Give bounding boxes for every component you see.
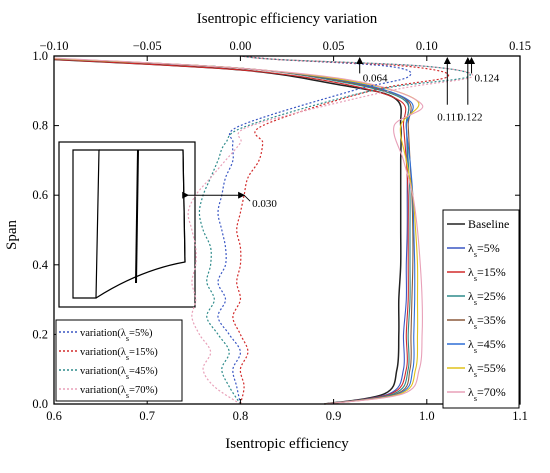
legend-variation-label-prefix: variation(λ [80,347,127,358]
legend-efficiency-label: λs=25% [468,289,506,307]
legend-variation-label: variation(λs=15%) [80,347,158,362]
legend-variation-label-sub: s [126,334,129,343]
legend-variation-label-prefix: variation(λ [80,328,127,339]
legend-efficiency-label-sub: s [474,274,477,283]
annotation-leader [243,194,251,202]
top-tick-label: −0.10 [40,39,69,53]
legend-variation-label-sub: s [126,353,129,362]
legend-efficiency-label: λs=45% [468,337,506,355]
legend-efficiency-label-suffix: =45% [477,337,506,351]
legend-variation-label-prefix: variation(λ [80,366,127,377]
y-axis-title: Span [4,220,20,251]
y-tick-label: 0.0 [32,397,48,411]
legend-efficiency-label-suffix: =70% [477,385,506,399]
axis-ticks: 0.6 0.7 0.8 0.9 1.0 1.1 −0.10 −0.05 0.00 0.05 0.10… [32,39,531,423]
top-tick-label: 0.00 [229,39,251,53]
legend-variation-label-suffix: =15%) [129,347,158,358]
legend-efficiency-label-prefix: λ [468,241,474,255]
legend-variation-box [55,319,183,402]
legend-efficiency-label-prefix: λ [468,337,474,351]
blade-profile-inset [58,141,196,308]
efficiency-series-line-0 [53,58,402,405]
legend-efficiency-label: λs=5% [468,241,500,259]
legend-efficiency-label-sub: s [474,298,477,307]
legend-efficiency-label-prefix: λ [468,361,474,375]
y-tick-label: 0.8 [32,119,48,133]
annotation-label: 0.030 [252,198,277,210]
top-tick-label: 0.10 [416,39,438,53]
annotation-label: 0.124 [475,72,500,84]
legend-variation-label-suffix: =5%) [129,328,153,339]
legend-variation-label-suffix: =70%) [129,385,158,396]
legend-efficiency-label: Baseline [468,217,509,231]
legend-efficiency-label-sub: s [474,250,477,259]
annotation-label: 0.111 [437,112,461,124]
bottom-tick-label: 0.7 [139,409,155,423]
top-axis-title: Isentropic efficiency variation [197,11,378,27]
legend-efficiency-label: λs=35% [468,313,506,331]
bottom-tick-label: 0.9 [326,409,342,423]
efficiency-lines [53,57,424,405]
legend-efficiency: Baselineλs=5%λs=15%λs=25%λs=35%λs=45%λs=… [442,209,520,409]
legend-efficiency-label-suffix: =25% [477,289,506,303]
annotation-label: 0.064 [363,72,388,84]
y-tick-label: 1.0 [32,49,48,63]
top-tick-label: −0.05 [133,39,162,53]
plot-frame [53,55,521,405]
variation-series-line-2 [198,55,471,405]
legend-efficiency-box [442,209,520,409]
legend-variation-label: variation(λs=5%) [80,328,153,343]
legend-efficiency-label-suffix: =55% [477,361,506,375]
bottom-tick-label: 1.1 [512,409,528,423]
legend-efficiency-label-prefix: λ [468,313,474,327]
variation-series-line-1 [232,55,450,405]
efficiency-series-line-7 [53,57,424,405]
legend-efficiency-label-sub: s [474,322,477,331]
y-tick-label: 0.2 [32,327,48,341]
legend-variation-label: variation(λs=45%) [80,366,158,381]
legend-efficiency-label-prefix: λ [468,265,474,279]
bottom-tick-label: 1.0 [419,409,435,423]
bottom-tick-label: 0.6 [46,409,62,423]
top-tick-label: 0.05 [323,39,345,53]
legend-efficiency-label-suffix: =35% [477,313,506,327]
legend-efficiency-label: λs=70% [468,385,506,403]
top-tick-label: 0.15 [509,39,531,53]
variation-lines [187,55,474,405]
bottom-tick-label: 0.8 [233,409,249,423]
bottom-axis-title: Isentropic efficiency [225,436,349,452]
annotation-label: 0.122 [458,112,483,124]
variation-series-line-0 [217,55,412,405]
legend-efficiency-label-sub: s [474,394,477,403]
legend-efficiency-label-sub: s [474,346,477,355]
legend-variation-label-prefix: variation(λ [80,385,127,396]
legend-efficiency-label-sub: s [474,370,477,379]
y-tick-label: 0.6 [32,188,48,202]
efficiency-series-line-2 [53,58,409,405]
legend-variation: variation(λs=5%)variation(λs=15%)variati… [55,319,183,402]
legend-efficiency-label-prefix: λ [468,289,474,303]
y-tick-label: 0.4 [32,258,48,272]
legend-variation-label-sub: s [126,372,129,381]
legend-efficiency-label-suffix: =15% [477,265,506,279]
legend-efficiency-label: λs=15% [468,265,506,283]
legend-efficiency-label: λs=55% [468,361,506,379]
legend-efficiency-label-prefix: λ [468,385,474,399]
legend-variation-label: variation(λs=70%) [80,385,158,400]
legend-efficiency-label-prefix: Baseline [468,217,509,231]
legend-variation-label-sub: s [126,391,129,400]
legend-variation-label-suffix: =45%) [129,366,158,377]
legend-efficiency-label-suffix: =5% [477,241,500,255]
